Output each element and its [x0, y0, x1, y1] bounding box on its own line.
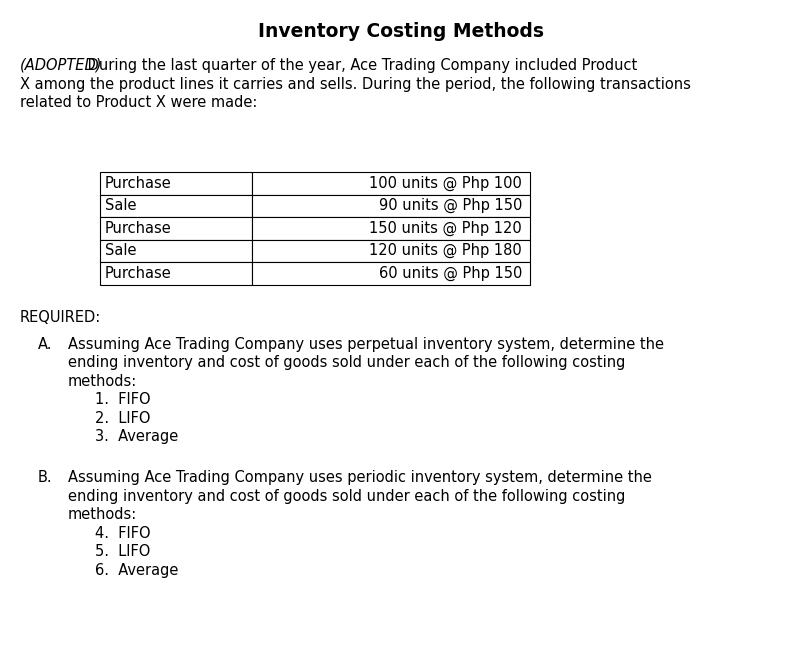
Text: Sale: Sale	[105, 243, 136, 259]
Text: 90 units @ Php 150: 90 units @ Php 150	[379, 198, 522, 213]
Text: X among the product lines it carries and sells. During the period, the following: X among the product lines it carries and…	[20, 76, 691, 91]
Text: ending inventory and cost of goods sold under each of the following costing: ending inventory and cost of goods sold …	[68, 356, 626, 371]
Text: (ADOPTED): (ADOPTED)	[20, 58, 103, 73]
Bar	[252, 194, 530, 217]
Text: REQUIRED:: REQUIRED:	[20, 310, 101, 325]
Text: Assuming Ace Trading Company uses perpetual inventory system, determine the: Assuming Ace Trading Company uses perpet…	[68, 337, 664, 352]
Text: A.: A.	[38, 337, 53, 352]
Text: 4.  FIFO: 4. FIFO	[95, 526, 151, 540]
Bar	[100, 172, 252, 194]
Bar	[252, 240, 530, 262]
Bar	[100, 217, 252, 240]
Text: B.: B.	[38, 470, 53, 485]
Text: 1.  FIFO: 1. FIFO	[95, 393, 151, 408]
Text: methods:: methods:	[68, 374, 137, 389]
Bar	[100, 262, 252, 284]
Text: Inventory Costing Methods: Inventory Costing Methods	[257, 22, 544, 41]
Text: 6.  Average: 6. Average	[95, 562, 179, 577]
Bar	[100, 240, 252, 262]
Bar	[252, 172, 530, 194]
Text: related to Product X were made:: related to Product X were made:	[20, 95, 257, 110]
Bar	[252, 262, 530, 284]
Text: Purchase: Purchase	[105, 266, 171, 281]
Text: 100 units @ Php 100: 100 units @ Php 100	[369, 176, 522, 191]
Text: Sale: Sale	[105, 198, 136, 213]
Text: methods:: methods:	[68, 507, 137, 522]
Text: Purchase: Purchase	[105, 221, 171, 236]
Text: 150 units @ Php 120: 150 units @ Php 120	[369, 221, 522, 236]
Text: 2.  LIFO: 2. LIFO	[95, 411, 151, 426]
Bar	[252, 217, 530, 240]
Text: 60 units @ Php 150: 60 units @ Php 150	[379, 266, 522, 281]
Text: During the last quarter of the year, Ace Trading Company included Product: During the last quarter of the year, Ace…	[83, 58, 638, 73]
Text: Assuming Ace Trading Company uses periodic inventory system, determine the: Assuming Ace Trading Company uses period…	[68, 470, 652, 485]
Text: ending inventory and cost of goods sold under each of the following costing: ending inventory and cost of goods sold …	[68, 489, 626, 503]
Text: Purchase: Purchase	[105, 176, 171, 191]
Text: 120 units @ Php 180: 120 units @ Php 180	[369, 243, 522, 259]
Text: 5.  LIFO: 5. LIFO	[95, 544, 151, 559]
Bar	[100, 194, 252, 217]
Text: 3.  Average: 3. Average	[95, 430, 179, 445]
